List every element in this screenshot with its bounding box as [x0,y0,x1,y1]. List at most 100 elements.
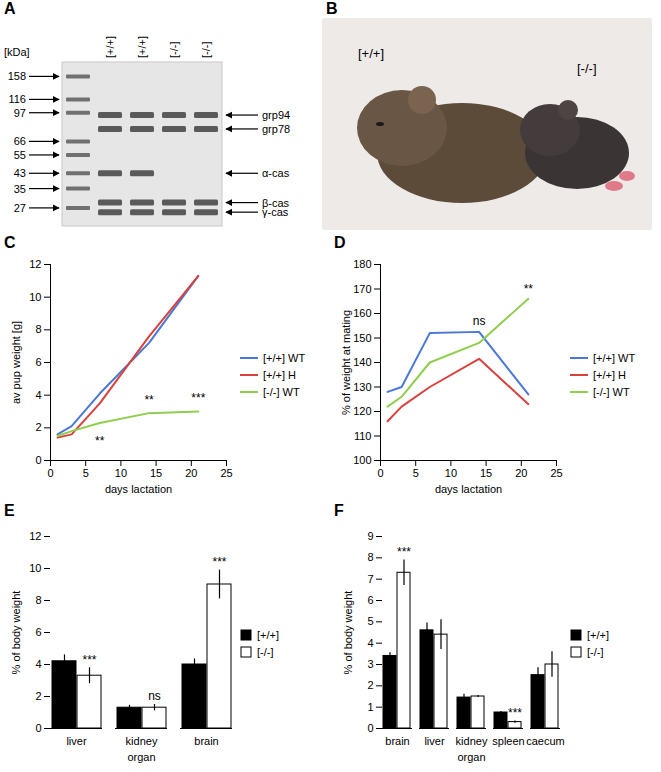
svg-text:[+/+]: [+/+] [136,36,148,58]
svg-text:liver: liver [66,735,87,747]
svg-text:20: 20 [515,467,527,479]
svg-text:12: 12 [29,258,41,270]
html-text:[+/+] WT: [+/+] WT [263,352,306,364]
svg-text:[+/+]: [+/+] [358,46,384,61]
svg-text:brain: brain [385,735,409,747]
svg-text:110: 110 [354,430,372,442]
svg-text:180: 180 [353,258,371,270]
svg-text:10: 10 [445,467,457,479]
svg-text:kidney: kidney [456,735,488,747]
svg-text:ns: ns [473,314,486,328]
svg-text:0: 0 [47,467,53,479]
svg-text:spleen: spleen [492,735,524,747]
html-text:A: A [4,0,16,17]
svg-text:ns: ns [148,689,161,703]
svg-text:[-/-]: [-/-] [200,42,212,59]
svg-text:av pup weight [g]: av pup weight [g] [10,321,22,404]
svg-text:[-/-]: [-/-] [168,42,180,59]
svg-text:[-/-]: [-/-] [577,61,597,76]
html-text:[+/+] H: [+/+] H [593,369,626,381]
svg-text:% of body weight: % of body weight [342,591,354,675]
svg-text:**: ** [144,393,154,407]
svg-text:158: 158 [8,70,26,82]
svg-text:3: 3 [367,658,373,670]
svg-text:10: 10 [29,562,41,574]
svg-text:organ: organ [457,751,485,763]
svg-text:12: 12 [29,530,41,542]
svg-text:7: 7 [367,573,373,585]
svg-text:organ: organ [127,751,155,763]
svg-text:2: 2 [35,421,41,433]
svg-text:α-cas: α-cas [262,167,290,179]
svg-text:5: 5 [413,467,419,479]
svg-text:6: 6 [35,356,41,368]
svg-text:15: 15 [480,467,492,479]
svg-text:9: 9 [367,530,373,542]
svg-text:4: 4 [367,637,373,649]
svg-text:% of weight at mating: % of weight at mating [340,310,352,415]
svg-text:8: 8 [35,323,41,335]
svg-text:10: 10 [115,467,127,479]
svg-text:0: 0 [377,467,383,479]
svg-text:160: 160 [353,307,371,319]
svg-text:0: 0 [35,722,41,734]
html-text:B: B [326,0,338,17]
svg-text:55: 55 [14,149,26,161]
svg-text:100: 100 [353,454,371,466]
svg-text:27: 27 [14,202,26,214]
svg-text:[kDa]: [kDa] [4,46,30,58]
svg-text:days lactation: days lactation [105,483,172,495]
html-text:C: C [4,234,16,251]
svg-text:140: 140 [353,356,371,368]
svg-text:**: ** [95,434,105,448]
svg-text:15: 15 [150,467,162,479]
html-text:D: D [334,234,346,251]
svg-text:grp78: grp78 [262,123,290,135]
svg-text:***: *** [508,706,522,720]
svg-text:kidney: kidney [126,735,158,747]
svg-text:γ-cas: γ-cas [262,206,289,218]
svg-text:5: 5 [83,467,89,479]
html-text:[+/+] H: [+/+] H [263,369,296,381]
svg-text:brain: brain [194,735,218,747]
svg-text:116: 116 [8,93,26,105]
svg-text:66: 66 [14,135,26,147]
svg-text:1: 1 [367,701,373,713]
svg-text:5: 5 [367,615,373,627]
svg-text:10: 10 [29,291,41,303]
svg-text:130: 130 [353,381,371,393]
svg-text:***: *** [191,391,205,405]
svg-text:8: 8 [35,594,41,606]
svg-text:***: *** [212,555,226,569]
svg-text:35: 35 [14,183,26,195]
svg-text:8: 8 [367,551,373,563]
svg-text:43: 43 [14,167,26,179]
svg-text:caecum: caecum [526,735,565,747]
svg-text:% of body weight: % of body weight [10,591,22,675]
svg-text:β-cas: β-cas [262,196,290,209]
svg-text:120: 120 [353,405,371,417]
svg-text:0: 0 [367,722,373,734]
svg-text:***: *** [82,653,96,667]
svg-text:2: 2 [367,679,373,691]
svg-text:grp94: grp94 [262,109,290,121]
svg-text:25: 25 [220,467,232,479]
html-text:[+/+] WT: [+/+] WT [593,352,636,364]
svg-text:4: 4 [35,389,41,401]
svg-text:2: 2 [35,690,41,702]
svg-text:150: 150 [353,332,371,344]
svg-text:20: 20 [185,467,197,479]
svg-text:170: 170 [353,283,371,295]
svg-text:[+/+]: [+/+] [104,36,116,58]
svg-text:25: 25 [550,467,562,479]
svg-text:liver: liver [424,735,445,747]
html-text:[-/-] WT: [-/-] WT [263,386,300,398]
svg-text:6: 6 [367,594,373,606]
svg-text:**: ** [524,282,534,296]
svg-text:97: 97 [14,107,26,119]
svg-text:0: 0 [35,454,41,466]
svg-text:days lactation: days lactation [435,483,502,495]
svg-text:4: 4 [35,658,41,670]
svg-text:***: *** [397,545,411,559]
svg-text:6: 6 [35,626,41,638]
